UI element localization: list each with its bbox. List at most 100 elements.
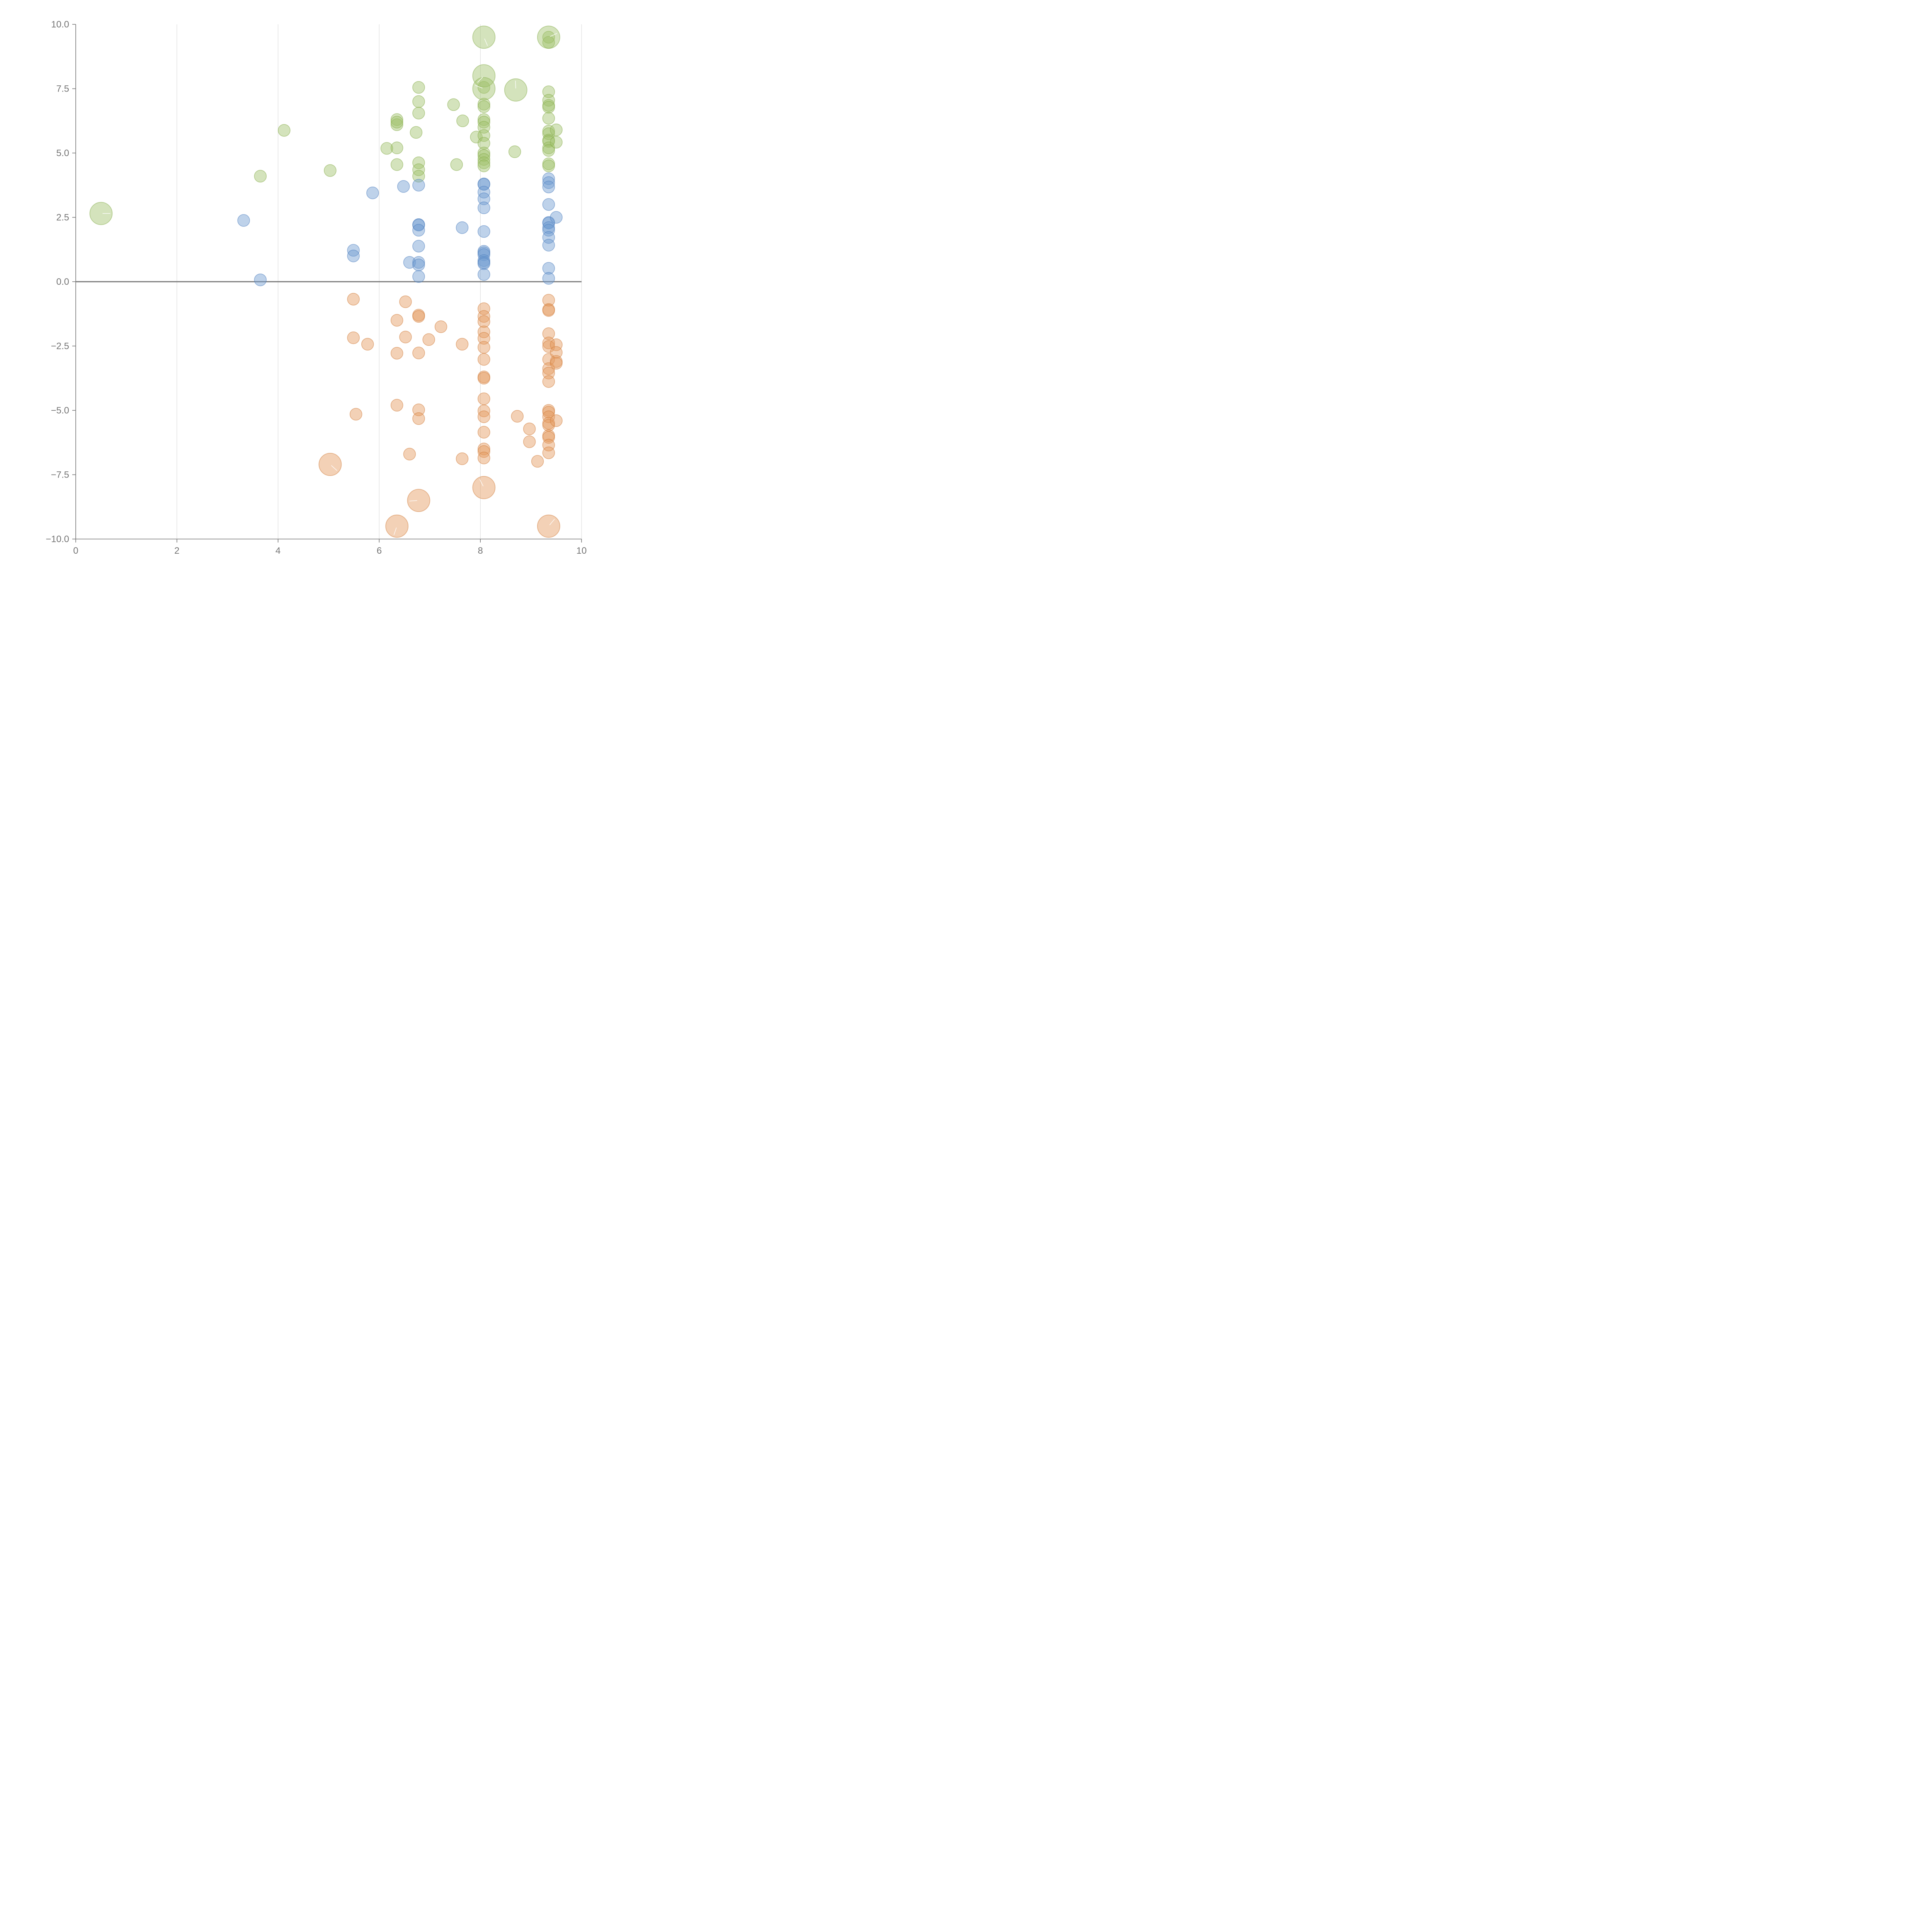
data-point [380,142,393,155]
y-tick-label: 5.0 [56,148,69,158]
data-point [478,156,490,169]
data-point [550,346,563,359]
data-point [456,452,469,465]
highlight-point [407,489,430,512]
data-point [478,268,490,281]
data-point [412,240,425,253]
data-point [412,224,425,237]
data-point [478,98,490,111]
data-point [542,112,555,125]
y-tick-label: 2.5 [56,213,69,223]
y-tick-label: 0.0 [56,277,69,287]
data-point [412,259,425,272]
data-point [508,145,521,158]
data-point [478,341,490,354]
data-point [478,325,490,338]
data-point [542,446,555,459]
data-point [412,219,425,231]
data-point [456,338,469,351]
data-point [542,239,555,252]
data-point [412,81,425,94]
data-point [478,192,490,205]
data-point [542,94,555,107]
data-point [478,113,490,126]
data-point [456,221,469,234]
x-tick-label: 2 [174,546,179,556]
data-point [478,153,490,166]
data-point [542,127,555,140]
data-point [410,126,423,139]
data-point [531,455,544,468]
data-point [390,113,403,126]
data-point [254,170,267,183]
data-point [478,445,490,458]
data-point [366,186,379,199]
data-point [347,331,360,344]
data-point [478,81,490,94]
y-tick-label: 7.5 [56,84,69,94]
highlight-point [472,476,496,499]
data-point [542,221,555,234]
x-tick-label: 4 [276,546,281,556]
highlight-point [537,514,560,538]
data-point [397,180,410,193]
data-point [542,431,555,444]
highlight-layer [89,26,560,538]
data-point [478,159,490,172]
annotation-leader [549,519,555,526]
data-point [478,315,490,328]
data-point [542,337,555,349]
data-point [542,272,555,285]
data-point [550,338,563,351]
annotation-leader [475,85,483,88]
data-point [390,347,403,360]
data-point [399,295,412,308]
data-point [422,333,435,346]
data-point [478,310,490,323]
data-point [523,435,536,448]
chart-canvas: 0 2 4 6 8 10 10.0 7.5 5.0 2.5 0.0 −2.5 −5.0 −7.5 −10.0 [46,19,587,556]
data-point [390,118,403,131]
data-point [349,408,362,421]
data-point [470,131,483,144]
data-point [412,163,425,176]
data-point [542,294,555,307]
highlight-point [318,452,342,476]
data-point [478,442,490,456]
annotation-leader [515,80,516,88]
data-point [542,144,555,157]
data-point [542,304,555,317]
data-point [478,146,490,160]
y-tick-label: −7.5 [51,470,69,480]
data-point [478,451,490,464]
data-point [478,410,490,423]
data-point [542,439,555,452]
data-point [347,250,360,262]
data-point [478,100,490,113]
data-point [542,31,555,44]
data-point [412,179,425,192]
data-point [542,176,555,189]
data-point [542,180,555,194]
data-point [412,156,425,169]
data-point [542,101,555,114]
data-point [542,262,555,275]
data-point [412,347,425,359]
data-point [478,225,490,238]
points-layer [237,31,563,468]
highlight-point [537,26,560,49]
y-tick-label: −5.0 [51,405,69,416]
data-point [478,201,490,214]
data-point [542,375,555,388]
data-point [511,410,524,423]
data-point [324,164,337,177]
data-point [390,116,403,129]
data-point [390,158,403,171]
y-tick-label: 10.0 [51,19,69,30]
data-point [450,158,463,171]
data-point [550,414,563,427]
data-point [412,170,425,183]
bubble-chart: 0 2 4 6 8 10 10.0 7.5 5.0 2.5 0.0 −2.5 −5.0 −7.5 −10.0 [0,0,598,598]
data-point [550,357,563,370]
data-point [523,422,536,435]
